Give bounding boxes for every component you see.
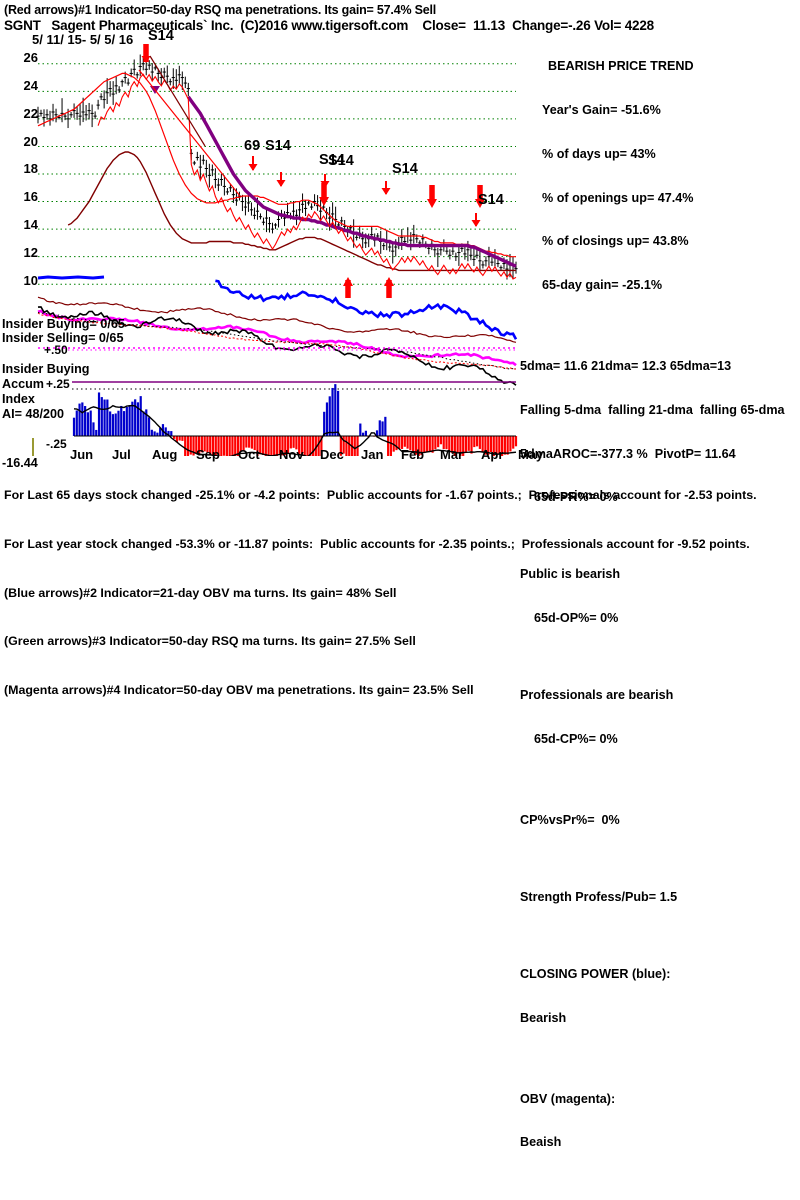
date-range-label: 5/ 11/ 15- 5/ 5/ 16 xyxy=(32,32,134,47)
insider-buying-count: Insider Buying= 0/65 xyxy=(2,317,125,331)
month-aug: Aug xyxy=(152,447,178,462)
month-may: May xyxy=(518,447,544,462)
note-lastyear: For Last year stock changed -53.3% or -1… xyxy=(4,537,750,552)
month-jun: Jun xyxy=(70,447,94,462)
price-chart-svg[interactable] xyxy=(0,26,520,456)
annotation-s14-6: S14 xyxy=(478,192,504,208)
ma-trend: Falling 5-dma falling 21-dma falling 65-… xyxy=(520,402,785,417)
price-axis-12: 12 xyxy=(23,245,38,260)
price-axis-22: 22 xyxy=(23,106,38,121)
cp-vs-pr: CP%vsPr%= 0% xyxy=(520,812,620,827)
annotation-69: 69 xyxy=(244,138,261,154)
public-sentiment: Public is bearish xyxy=(520,567,621,582)
cp-65d: 65d-CP%= 0% xyxy=(534,731,618,746)
accum-axis-plus25: +.25 xyxy=(46,377,70,391)
price-axis-20: 20 xyxy=(23,134,38,149)
month-apr: Apr xyxy=(481,447,504,462)
note-65day: For Last 65 days stock changed -25.1% or… xyxy=(4,488,757,503)
strength-prof-pub: Strength Profess/Pub= 1.5 xyxy=(520,889,678,904)
trend-title: BEARISH PRICE TREND xyxy=(548,59,694,74)
price-axis-10: 10 xyxy=(23,273,38,288)
aroc-pivot: 5dmaAROC=-377.3 % PivotP= 11.64 xyxy=(520,446,736,461)
annotation-s14-3: S14 xyxy=(319,152,345,168)
gain-65day: 65-day gain= -25.1% xyxy=(542,278,663,293)
pct-closings-up: % of closings up= 43.8% xyxy=(542,234,689,249)
month-oct: Oct xyxy=(238,447,260,462)
bottom-notes: For Last 65 days stock changed -25.1% or… xyxy=(0,455,800,714)
chart-canvas[interactable] xyxy=(0,26,520,456)
annotation-s14-5: S14 xyxy=(392,161,418,177)
closing-power-label: CLOSING POWER (blue): xyxy=(520,966,671,981)
pct-days-up: % of days up= 43% xyxy=(542,146,656,161)
annotation-s14-2: S14 xyxy=(265,138,291,154)
ticker-summary-line: SGNT Sagent Pharmaceuticals` Inc. (C)201… xyxy=(4,18,654,33)
month-feb: Feb xyxy=(401,447,425,462)
price-axis-24: 24 xyxy=(23,78,38,93)
accum-index-label-3: Index xyxy=(2,392,35,406)
obv-value: Beaish xyxy=(520,1135,562,1150)
annotation-s14-1: S14 xyxy=(148,28,174,44)
closing-power-value: Bearish xyxy=(520,1010,567,1025)
note-indicator-3: (Green arrows)#3 Indicator=50-day RSQ ma… xyxy=(4,634,416,649)
accum-axis-plus50: +.50 xyxy=(44,343,68,357)
price-axis-14: 14 xyxy=(23,217,38,232)
month-jan: Jan xyxy=(361,447,384,462)
moving-averages: 5dma= 11.6 21dma= 12.3 65dma=13 xyxy=(520,359,732,374)
price-axis-26: 26 xyxy=(23,50,38,65)
accum-index-ai: AI= 48/200 xyxy=(2,407,64,421)
years-gain: Year's Gain= -51.6% xyxy=(542,102,661,117)
price-axis-18: 18 xyxy=(23,161,38,176)
pr-65d: 65d-PR%= 0% xyxy=(534,490,618,505)
note-indicator-4: (Magenta arrows)#4 Indicator=50-day OBV … xyxy=(4,682,474,697)
insider-selling-count: Insider Selling= 0/65 xyxy=(2,331,124,345)
month-jul: Jul xyxy=(112,447,131,462)
annotation-s14-4: S14 xyxy=(328,153,354,169)
month-dec: Dec xyxy=(320,447,344,462)
accum-index-label-1: Insider Buying xyxy=(2,362,90,376)
note-indicator-2: (Blue arrows)#2 Indicator=21-day OBV ma … xyxy=(4,585,397,600)
indicator-1-headline: (Red arrows)#1 Indicator=50-day RSQ ma p… xyxy=(4,3,437,17)
pct-openings-up: % of openings up= 47.4% xyxy=(542,190,694,205)
price-axis-16: 16 xyxy=(23,189,38,204)
overlap-axis-label: -16.44 xyxy=(2,456,38,470)
month-mar: Mar xyxy=(440,447,464,462)
month-nov: Nov xyxy=(279,447,304,462)
accum-index-label-2: Accum xyxy=(2,377,44,391)
accum-axis-minus25: -.25 xyxy=(46,437,67,451)
month-sep: Sep xyxy=(196,447,220,462)
obv-label: OBV (magenta): xyxy=(520,1091,616,1106)
